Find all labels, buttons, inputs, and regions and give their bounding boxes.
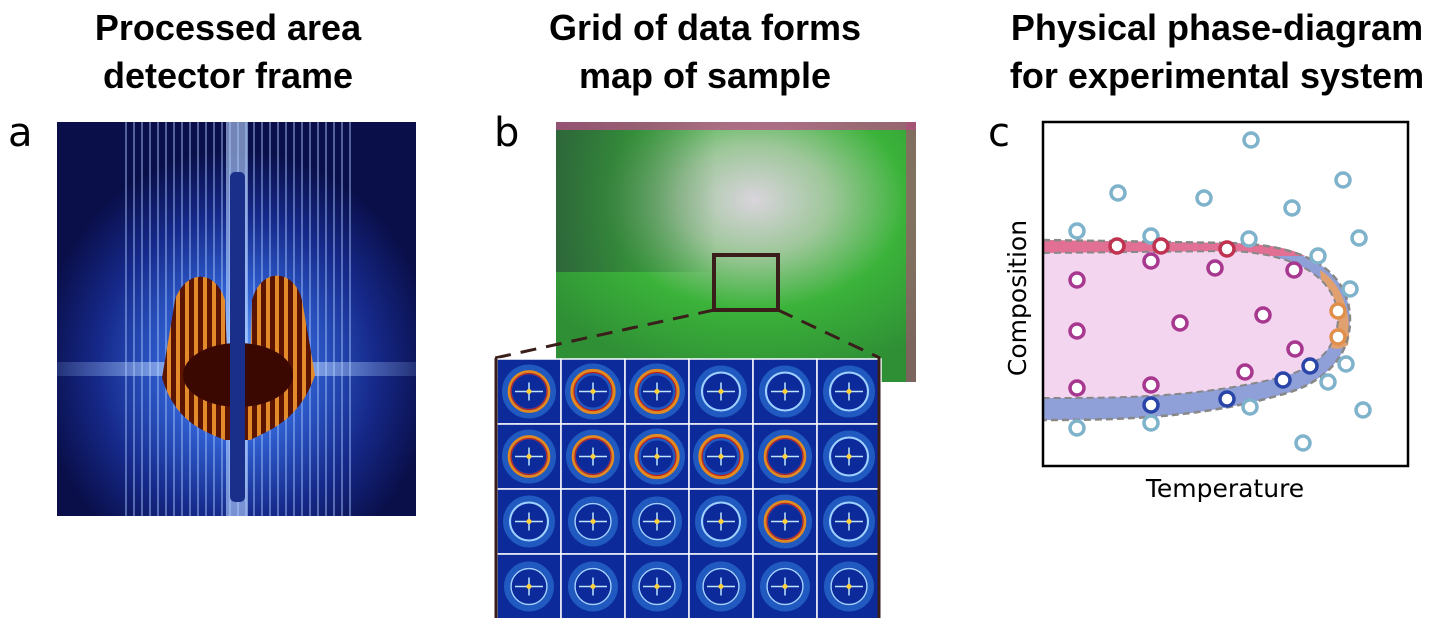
sample-point <box>1287 263 1301 277</box>
panel-label: b <box>494 110 519 156</box>
phase-diagram: Temperature Composition <box>1003 122 1408 503</box>
sample-point <box>1070 324 1084 338</box>
sample-point <box>1220 392 1234 406</box>
sample-point <box>1288 342 1302 356</box>
panel-label: c <box>988 110 1010 156</box>
sample-point <box>1242 232 1256 246</box>
sample-point <box>1070 273 1084 287</box>
sample-point <box>1144 254 1158 268</box>
center <box>783 454 788 459</box>
sample-point <box>1238 365 1252 379</box>
sample-point <box>1352 231 1366 245</box>
title-line: detector frame <box>103 55 353 96</box>
sample-point <box>1144 416 1158 430</box>
title-line: Processed area <box>95 7 362 48</box>
sample-point <box>1070 421 1084 435</box>
sample-point <box>1144 378 1158 392</box>
sample-point <box>1339 357 1353 371</box>
center <box>527 454 532 459</box>
center <box>527 389 532 394</box>
panel-titles: Processed area detector frame Grid of da… <box>95 7 1424 96</box>
sample-point <box>1070 381 1084 395</box>
sample-point <box>1331 330 1345 344</box>
sample-point <box>1311 249 1325 263</box>
title-line: map of sample <box>579 55 831 96</box>
sample-point <box>1331 304 1345 318</box>
center <box>655 454 660 459</box>
center <box>847 454 852 459</box>
sample-point <box>1343 282 1357 296</box>
center <box>847 584 852 589</box>
center <box>527 519 532 524</box>
sample-point <box>1256 308 1270 322</box>
center <box>591 454 596 459</box>
y-axis-label: Composition <box>1003 220 1032 376</box>
diffraction-grid <box>497 359 881 618</box>
x-axis-label: Temperature <box>1145 474 1304 503</box>
sample-point <box>1208 261 1222 275</box>
center <box>591 519 596 524</box>
sample-point <box>1173 316 1187 330</box>
sample-point <box>1243 400 1257 414</box>
detector-image <box>57 122 416 516</box>
center <box>527 584 532 589</box>
sample-point <box>1356 403 1370 417</box>
center <box>783 584 788 589</box>
center <box>719 584 724 589</box>
sample-point <box>1321 375 1335 389</box>
sample-point <box>1220 242 1234 256</box>
sample-point <box>1244 133 1258 147</box>
center <box>655 584 660 589</box>
title-line: Physical phase-diagram <box>1011 7 1423 48</box>
center <box>655 389 660 394</box>
sample-point <box>1154 239 1168 253</box>
center <box>655 519 660 524</box>
sample-point <box>1296 436 1310 450</box>
center <box>719 454 724 459</box>
sample-point <box>1197 191 1211 205</box>
sample-point <box>1336 173 1350 187</box>
sample-point <box>1111 186 1125 200</box>
figure: Processed area detector frame Grid of da… <box>0 0 1433 618</box>
center <box>847 519 852 524</box>
center <box>591 584 596 589</box>
sample-point <box>1110 239 1124 253</box>
sample-point <box>1285 201 1299 215</box>
center <box>847 389 852 394</box>
sample-point <box>1144 398 1158 412</box>
sample-point <box>1276 373 1290 387</box>
center <box>783 389 788 394</box>
center <box>591 389 596 394</box>
title-line: for experimental system <box>1010 55 1424 96</box>
center <box>719 519 724 524</box>
sample-map <box>495 122 916 618</box>
center <box>783 519 788 524</box>
sample-point <box>1070 224 1084 238</box>
title-line: Grid of data forms <box>549 7 861 48</box>
center <box>719 389 724 394</box>
panel-label: a <box>8 110 33 156</box>
sample-point <box>1303 359 1317 373</box>
